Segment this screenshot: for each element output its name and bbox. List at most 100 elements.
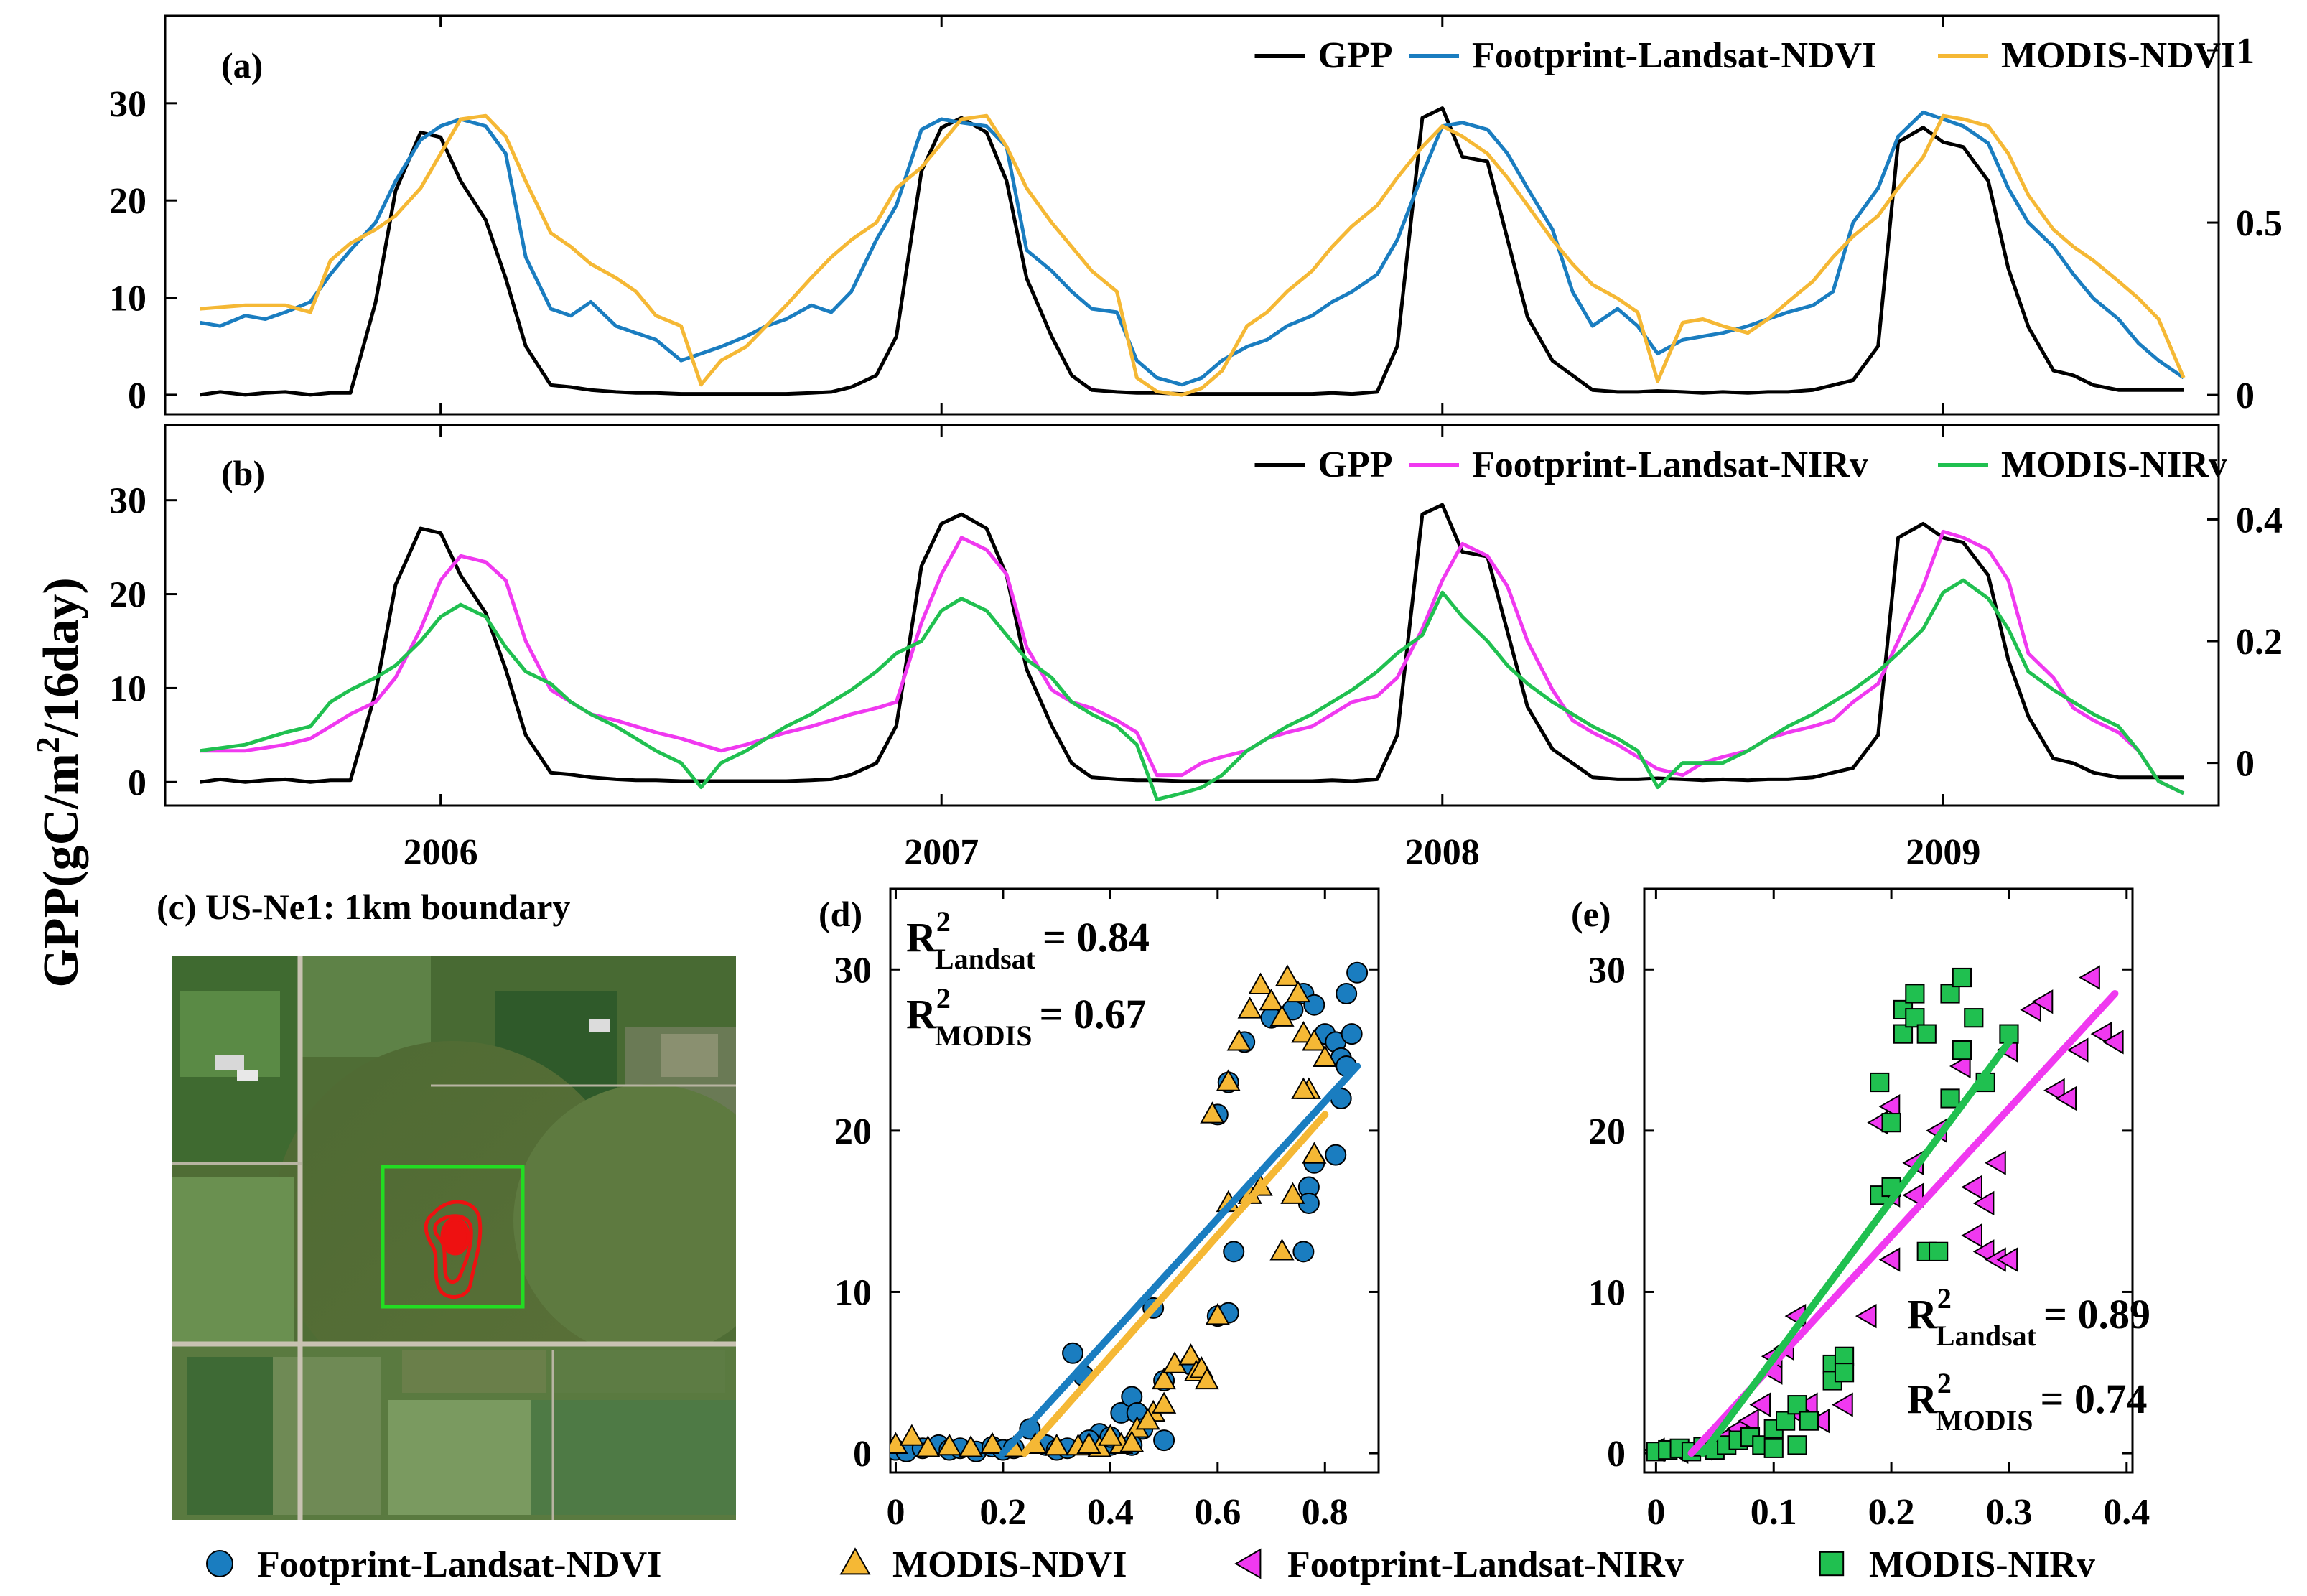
y-tick-label: 10: [834, 1272, 872, 1313]
point-modis-nirv: [1881, 1113, 1901, 1133]
point-footprint-landsat-nirv: [2090, 1021, 2112, 1047]
series-line-gpp: [200, 106, 2184, 397]
x-tick-label: 0: [886, 1492, 905, 1533]
panel-e-frame: [1643, 887, 2134, 1474]
point-footprint-landsat-nirv: [1996, 1247, 2018, 1272]
point-modis-ndvi: [1302, 1142, 1327, 1164]
point-footprint-landsat-nirv: [2043, 1078, 2065, 1103]
series-line-gpp: [200, 503, 2184, 784]
point-modis-ndvi: [915, 1435, 941, 1457]
y-right-tick-label: 0: [2236, 375, 2255, 416]
point-modis-ndvi: [1194, 1367, 1219, 1390]
point-modis-ndvi: [1285, 980, 1311, 1003]
panel-e-r2-landsat: R2 Landsat = 0.89: [1907, 1282, 2150, 1352]
y-left-tick-label: 20: [109, 575, 146, 616]
legend-label: MODIS-NIRv: [2001, 444, 2227, 485]
point-modis-ndvi: [1302, 1029, 1327, 1051]
panel-e: (e) 0 0.1 0.2 0.3 0.4 0 10 20 30 R2 Landsat = 0.89…: [1571, 887, 2150, 1533]
y-tick-label: 0: [853, 1434, 872, 1475]
point-footprint-landsat-ndvi: [1325, 1144, 1347, 1166]
point-modis-ndvi: [1200, 1101, 1225, 1124]
panel-a: (a) 0 10 20 30 0 0.5 1 GPP Footprint-Landsat-ND…: [109, 14, 2283, 416]
x-tick-label: 2008: [1405, 832, 1480, 873]
point-footprint-landsat-ndvi: [1346, 961, 1369, 984]
point-modis-nirv: [1916, 1024, 1937, 1044]
y-left-tick-label: 30: [109, 481, 146, 522]
y-left-tick-label: 0: [128, 375, 146, 416]
point-modis-ndvi: [1280, 1182, 1305, 1204]
point-modis-nirv: [1940, 984, 1960, 1004]
bottom-legend: Footprint-Landsat-NDVI MODIS-NDVI Footprin…: [206, 1544, 2095, 1585]
panel-d-frame: [889, 887, 1380, 1474]
point-modis-ndvi: [1151, 1391, 1177, 1414]
x-tick-label: 0.4: [2103, 1492, 2150, 1533]
legend-marker-footprint-landsat-nirv: [1234, 1548, 1262, 1579]
y-right-tick-label: 1: [2236, 31, 2255, 72]
panel-b: (b) 0 10 20 30 0 0.2 0.4 2006 2007 2008 2009 GPP Fo…: [109, 424, 2283, 873]
point-modis-ndvi: [1135, 1407, 1160, 1430]
y-right-tick-label: 0: [2236, 744, 2255, 785]
legend-marker-footprint-landsat-ndvi: [206, 1550, 233, 1577]
point-footprint-landsat-ndvi: [1062, 1342, 1084, 1364]
x-tick-label: 2007: [904, 832, 979, 873]
y-left-tick-label: 10: [109, 668, 146, 709]
point-modis-nirv: [1763, 1438, 1784, 1458]
point-modis-nirv: [1940, 1088, 1960, 1109]
point-modis-ndvi: [1259, 989, 1284, 1011]
panel-d: (d) 0 0.2 0.4 0.6 0.8 0 10 20 30 R2 Landsat = 0.84…: [819, 887, 1380, 1533]
point-footprint-landsat-ndvi: [1336, 982, 1358, 1004]
panel-a-legend: GPP Footprint-Landsat-NDVI MODIS-NDVI: [1254, 35, 2235, 76]
point-footprint-landsat-nirv: [1949, 1053, 1971, 1079]
y-right-tick-label: 0.5: [2236, 203, 2283, 244]
point-footprint-landsat-nirv: [2055, 1086, 2077, 1111]
shared-y-axis-label: GPP(gC/m2/16day): [29, 577, 89, 987]
panel-d-r2-modis: R2 MODIS = 0.67: [906, 982, 1147, 1052]
point-footprint-landsat-nirv: [1738, 1408, 1759, 1434]
point-modis-ndvi: [1205, 1303, 1230, 1325]
point-footprint-landsat-nirv: [2066, 1037, 2089, 1063]
series-line-modis-ndvi: [200, 113, 2186, 397]
point-modis-nirv: [1834, 1346, 1855, 1366]
legend-label: MODIS-NIRv: [1869, 1544, 2095, 1585]
point-footprint-landsat-nirv: [1972, 1239, 1995, 1264]
point-footprint-landsat-nirv: [1796, 1392, 1818, 1417]
map-title: (c) US-Ne1: 1km boundary: [157, 887, 570, 927]
point-modis-ndvi: [1269, 1238, 1295, 1261]
point-footprint-landsat-nirv: [2020, 997, 2041, 1022]
legend-label: GPP: [1318, 35, 1393, 76]
legend-marker-modis-nirv: [1819, 1551, 1845, 1577]
point-modis-ndvi: [1119, 1430, 1145, 1452]
point-modis-ndvi: [1269, 1004, 1295, 1027]
satellite-image: [172, 956, 736, 1520]
point-modis-nirv: [1893, 1024, 1914, 1044]
point-footprint-landsat-ndvi: [1153, 1429, 1175, 1452]
y-left-tick-label: 30: [109, 84, 146, 125]
panel-d-label: (d): [819, 894, 862, 934]
panel-b-frame: [164, 424, 2220, 807]
point-footprint-landsat-nirv: [1878, 1094, 1901, 1119]
point-modis-nirv: [1952, 1040, 1972, 1060]
y-right-tick-label: 0.4: [2236, 500, 2283, 541]
x-tick-label: 0.3: [1985, 1492, 2032, 1533]
point-modis-nirv: [1834, 1363, 1855, 1383]
legend-label: Footprint-Landsat-NDVI: [1472, 35, 1876, 76]
x-tick-label: 0.2: [979, 1492, 1026, 1533]
x-tick-label: 0.4: [1087, 1492, 1134, 1533]
x-tick-label: 2009: [1906, 832, 1980, 873]
x-tick-label: 0.8: [1302, 1492, 1348, 1533]
point-footprint-landsat-nirv: [2079, 965, 2100, 990]
legend-label: MODIS-NDVI: [892, 1544, 1127, 1585]
legend-label: GPP: [1318, 444, 1393, 485]
y-tick-label: 20: [1588, 1111, 1626, 1152]
point-modis-ndvi: [1178, 1343, 1203, 1366]
x-tick-label: 0.1: [1751, 1492, 1797, 1533]
y-tick-label: 30: [834, 950, 872, 991]
point-modis-ndvi: [1237, 997, 1262, 1019]
point-modis-ndvi: [1044, 1433, 1069, 1456]
point-modis-ndvi: [1216, 1069, 1241, 1091]
y-left-tick-label: 20: [109, 181, 146, 222]
point-footprint-landsat-nirv: [1855, 1304, 1877, 1329]
y-tick-label: 10: [1588, 1272, 1626, 1313]
x-tick-label: 0.6: [1194, 1492, 1241, 1533]
